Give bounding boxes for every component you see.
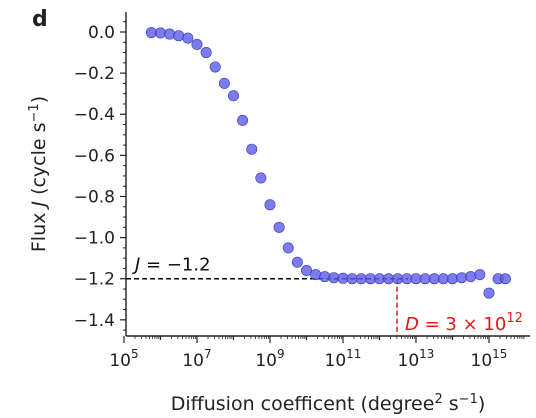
x-tick-exponent: 5 bbox=[131, 347, 139, 361]
data-point bbox=[155, 27, 167, 39]
x-tick-base: 10 bbox=[182, 351, 204, 371]
data-point bbox=[328, 272, 340, 284]
data-point bbox=[273, 221, 285, 233]
annotation-d-value: = 3 × 10 bbox=[419, 314, 506, 335]
x-axis-label-sup2: −1 bbox=[459, 392, 478, 407]
data-point bbox=[255, 172, 267, 184]
x-tick-exponent: 13 bbox=[419, 347, 434, 361]
x-tick-base: 10 bbox=[471, 351, 493, 371]
data-point bbox=[209, 61, 221, 73]
data-point bbox=[310, 269, 322, 281]
data-point bbox=[456, 272, 468, 284]
x-tick-label: 109 bbox=[255, 347, 284, 371]
y-tick-label: −0.2 bbox=[74, 64, 115, 84]
data-point bbox=[182, 32, 194, 44]
y-tick-label: −0.6 bbox=[74, 146, 115, 166]
data-point bbox=[228, 90, 240, 102]
data-point bbox=[200, 47, 212, 59]
x-tick-label: 107 bbox=[182, 347, 211, 371]
x-tick-exponent: 15 bbox=[492, 347, 507, 361]
y-axis-label-unit: (cycle s bbox=[28, 122, 50, 201]
data-point bbox=[300, 264, 312, 276]
annotation-d-symbol: D bbox=[405, 314, 419, 335]
data-point bbox=[164, 28, 176, 40]
annotation-j-symbol: J bbox=[132, 255, 140, 276]
annotation-d: D = 3 × 1012 bbox=[405, 311, 523, 335]
data-point bbox=[446, 273, 458, 285]
x-tick-base: 10 bbox=[109, 351, 131, 371]
panel-label: d bbox=[32, 7, 48, 32]
x-tick-label: 1011 bbox=[325, 347, 362, 371]
data-point bbox=[499, 273, 511, 285]
y-axis-label: Flux J (cycle s−1) bbox=[27, 96, 50, 252]
data-point bbox=[282, 242, 294, 254]
annotation-d-exponent: 12 bbox=[506, 311, 523, 326]
data-point bbox=[483, 287, 495, 299]
x-axis-label: Diffusion coefficent (degree2 s−1) bbox=[171, 392, 486, 415]
data-point bbox=[145, 27, 157, 39]
annotation-j: J = −1.2 bbox=[132, 255, 211, 276]
x-tick-base: 10 bbox=[255, 351, 277, 371]
y-tick-label: −1.4 bbox=[74, 311, 115, 331]
data-point bbox=[337, 272, 349, 284]
data-point bbox=[264, 199, 276, 211]
x-tick-exponent: 7 bbox=[204, 347, 212, 361]
x-tick-base: 10 bbox=[398, 351, 420, 371]
data-point bbox=[465, 271, 477, 283]
y-tick-label: −1.2 bbox=[74, 270, 115, 290]
annotation-j-value: = −1.2 bbox=[140, 255, 210, 276]
x-tick-base: 10 bbox=[325, 351, 347, 371]
y-axis-label-var: J bbox=[28, 201, 50, 211]
x-tick-exponent: 11 bbox=[346, 347, 361, 361]
y-tick-label: −0.8 bbox=[74, 187, 115, 207]
data-point bbox=[319, 271, 331, 283]
x-tick-label: 105 bbox=[109, 347, 138, 371]
x-tick-label: 1013 bbox=[398, 347, 435, 371]
data-point bbox=[218, 77, 230, 89]
data-point bbox=[191, 38, 203, 50]
x-axis-label-main: Diffusion coefficent (degree bbox=[171, 393, 435, 415]
data-point bbox=[237, 114, 249, 126]
y-axis-label-close: ) bbox=[28, 96, 50, 103]
x-tick-label: 1015 bbox=[471, 347, 508, 371]
data-point bbox=[474, 269, 486, 281]
y-axis-label-sup: −1 bbox=[27, 103, 42, 122]
data-point bbox=[173, 30, 185, 42]
x-axis-label-unit: s bbox=[443, 393, 459, 415]
x-axis-label-close: ) bbox=[478, 393, 485, 415]
y-tick-label: −0.4 bbox=[74, 105, 115, 125]
y-tick-label: −1.0 bbox=[74, 229, 115, 249]
x-tick-exponent: 9 bbox=[277, 347, 285, 361]
y-axis-label-main: Flux bbox=[28, 207, 50, 253]
data-point bbox=[246, 143, 258, 155]
y-tick-label: 0.0 bbox=[88, 23, 115, 43]
data-point bbox=[291, 256, 303, 268]
x-axis-label-sup: 2 bbox=[434, 392, 442, 407]
